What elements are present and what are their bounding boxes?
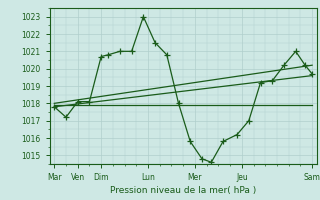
X-axis label: Pression niveau de la mer( hPa ): Pression niveau de la mer( hPa ) — [110, 186, 256, 195]
